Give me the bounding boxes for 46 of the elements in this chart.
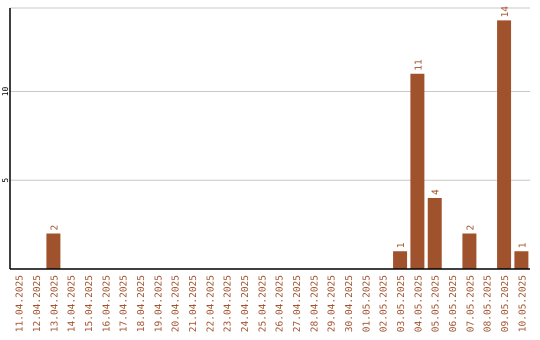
bar [393,251,408,269]
x-tick-label: 13.04.2025 [49,275,60,332]
data-label: 4 [430,188,442,195]
x-tick-label: 29.04.2025 [326,275,338,332]
x-tick-label: 08.05.2025 [482,275,494,332]
x-tick-label: 26.04.2025 [274,275,286,332]
x-tick-label: 14.04.2025 [66,275,78,332]
bar [462,233,476,269]
x-tick-label: 01.05.2025 [361,275,372,332]
x-tick-label: 24.04.2025 [240,275,251,332]
bar [410,74,424,269]
x-tick-label: 02.05.2025 [378,275,390,332]
x-tick-label: 20.04.2025 [170,275,182,332]
x-tick-label: 28.04.2025 [309,275,320,332]
x-tick-label: 16.04.2025 [101,275,112,332]
x-tick-label: 19.04.2025 [153,275,164,332]
x-tick-label: 17.04.2025 [118,275,130,332]
data-label: 2 [49,224,60,230]
x-tick-label: 12.04.2025 [32,275,43,332]
x-tick-label: 30.04.2025 [344,275,355,332]
x-tick-label: 10.05.2025 [517,275,528,332]
x-tick-label: 03.05.2025 [396,275,407,332]
x-tick-label: 18.04.2025 [136,275,147,332]
y-tick-label: 5 [1,178,10,183]
bar [46,233,60,269]
y-tick-label: 10 [1,86,10,96]
x-tick-label: 27.04.2025 [292,275,303,332]
data-label: 1 [517,242,528,248]
data-label: 2 [465,224,476,230]
x-tick-label: 05.05.2025 [430,275,442,332]
x-tick-label: 11.04.2025 [14,275,26,332]
bar [428,198,442,269]
data-label: 1 [396,242,408,248]
x-tick-label: 06.05.2025 [448,275,459,332]
x-tick-label: 04.05.2025 [413,275,424,332]
bar [497,20,512,269]
bar [514,251,528,269]
data-label: 14 [500,6,512,18]
data-label: 11 [413,58,424,71]
x-tick-label: 15.04.2025 [84,275,95,332]
x-tick-label: 25.04.2025 [257,275,268,332]
x-tick-label: 22.04.2025 [205,275,216,332]
x-tick-label: 21.04.2025 [188,275,199,332]
x-tick-label: 23.04.2025 [222,275,234,332]
x-tick-label: 07.05.2025 [465,275,476,332]
x-tick-label: 09.05.2025 [500,275,511,332]
